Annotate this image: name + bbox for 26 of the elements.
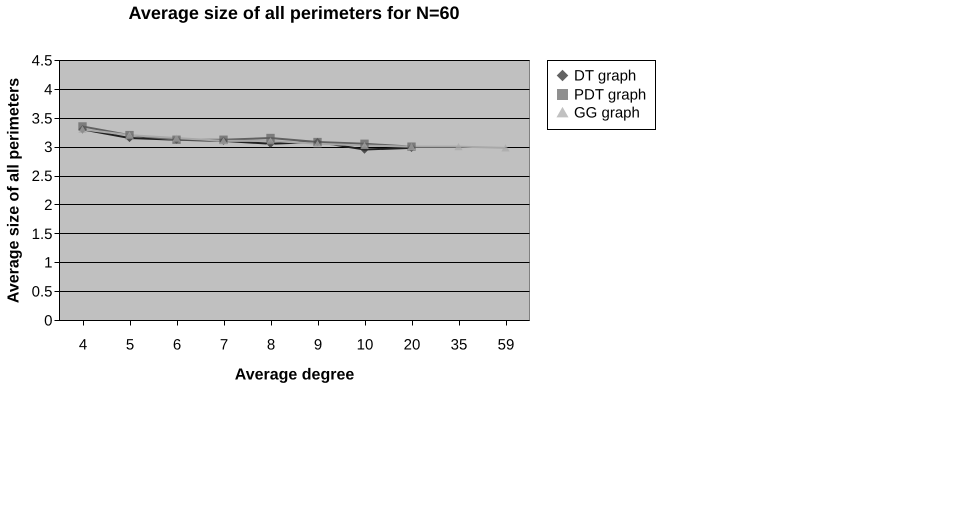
- y-tick-label: 4.5: [32, 52, 52, 70]
- legend-label: PDT graph: [574, 86, 646, 104]
- x-tick-label: 35: [450, 336, 468, 354]
- x-tick-label: 59: [498, 336, 514, 354]
- x-tick-label: 7: [220, 336, 228, 354]
- x-tick-label: 5: [126, 336, 134, 354]
- x-tick-label: 4: [78, 336, 88, 354]
- y-axis-title: Average size of all perimeters: [6, 78, 23, 304]
- y-tick-label: 0.5: [32, 284, 52, 301]
- y-tick-label: 0: [44, 312, 52, 330]
- x-tick-label: 10: [356, 336, 374, 354]
- x-tick-label: 8: [266, 336, 276, 354]
- y-tick-label: 1.5: [32, 226, 52, 243]
- y-tick-label: 2.5: [32, 168, 52, 186]
- x-tick-label: 9: [314, 336, 322, 354]
- y-tick-label: 4: [44, 81, 52, 98]
- legend-label: GG graph: [574, 104, 640, 122]
- y-tick-label: 1: [44, 254, 52, 272]
- y-tick-label: 3.5: [32, 110, 52, 128]
- x-tick-label: 20: [404, 336, 420, 354]
- x-axis-title: Average degree: [234, 366, 354, 384]
- legend-label: DT graph: [574, 68, 636, 84]
- x-tick-label: 6: [172, 336, 182, 354]
- chart-title: Average size of all perimeters for N=60: [128, 3, 460, 23]
- y-tick-label: 2: [44, 196, 52, 214]
- y-tick-label: 3: [44, 139, 52, 156]
